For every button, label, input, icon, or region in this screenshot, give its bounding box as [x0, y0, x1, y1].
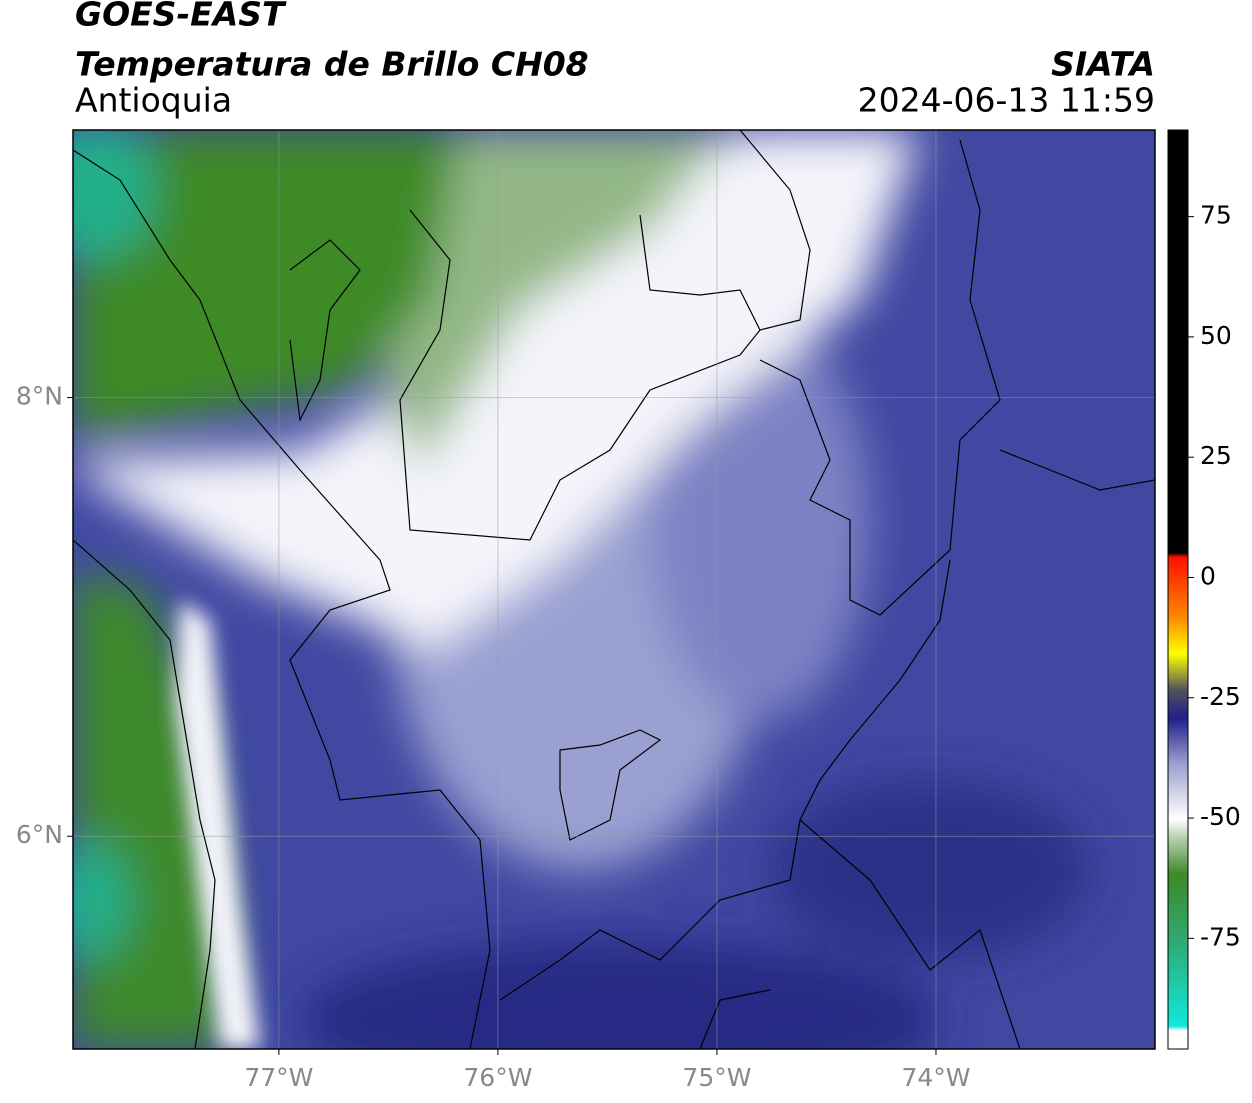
colorbar-tick-label: 50	[1200, 321, 1232, 350]
colorbar-tick-label: -25	[1200, 682, 1241, 711]
subtitle: Temperatura de Brillo CH08	[75, 45, 589, 84]
colorbar-tick-label: 75	[1200, 201, 1232, 230]
map-frame	[72, 129, 1156, 1050]
y-tick-label: 6°N	[16, 820, 63, 849]
x-tick-label: 75°W	[682, 1063, 751, 1092]
colorbar-tick-label: 25	[1200, 441, 1232, 470]
satellite-image	[73, 130, 1155, 1049]
region: Antioquia	[75, 81, 232, 120]
source: SIATA	[1051, 45, 1155, 84]
map-grid	[73, 130, 1155, 1049]
x-tick-label: 74°W	[901, 1063, 970, 1092]
y-tick-label: 8°N	[16, 382, 63, 411]
colorbar-tick-label: -75	[1200, 922, 1241, 951]
title: GOES-EAST	[75, 0, 287, 34]
colorbar-tick-label: 0	[1200, 561, 1216, 590]
datetime: 2024-06-13 11:59	[858, 81, 1155, 120]
colorbar-tick-label: -50	[1200, 802, 1241, 831]
colorbar	[1167, 129, 1189, 1050]
x-tick-label: 76°W	[463, 1063, 532, 1092]
x-tick-label: 77°W	[244, 1063, 313, 1092]
